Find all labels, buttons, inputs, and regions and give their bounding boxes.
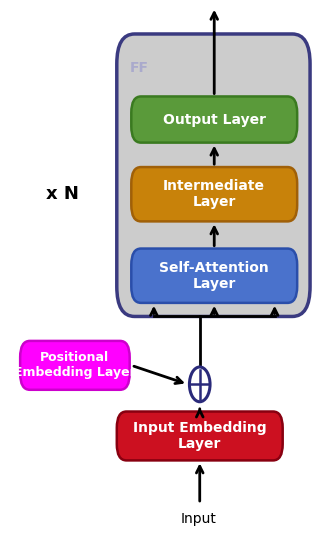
Text: Input Embedding
Layer: Input Embedding Layer bbox=[133, 421, 267, 451]
Text: Intermediate
Layer: Intermediate Layer bbox=[163, 179, 265, 209]
FancyBboxPatch shape bbox=[131, 248, 297, 303]
FancyBboxPatch shape bbox=[117, 412, 283, 460]
Text: FF: FF bbox=[130, 61, 149, 75]
FancyBboxPatch shape bbox=[20, 341, 130, 390]
FancyBboxPatch shape bbox=[131, 167, 297, 221]
Text: Input: Input bbox=[181, 512, 217, 526]
FancyBboxPatch shape bbox=[117, 34, 310, 317]
Text: Self-Attention
Layer: Self-Attention Layer bbox=[159, 260, 269, 291]
Text: x N: x N bbox=[46, 185, 78, 203]
Text: Positional
Embedding Layer: Positional Embedding Layer bbox=[14, 351, 136, 379]
Circle shape bbox=[189, 367, 210, 402]
FancyBboxPatch shape bbox=[131, 97, 297, 143]
Text: Output Layer: Output Layer bbox=[163, 112, 266, 127]
